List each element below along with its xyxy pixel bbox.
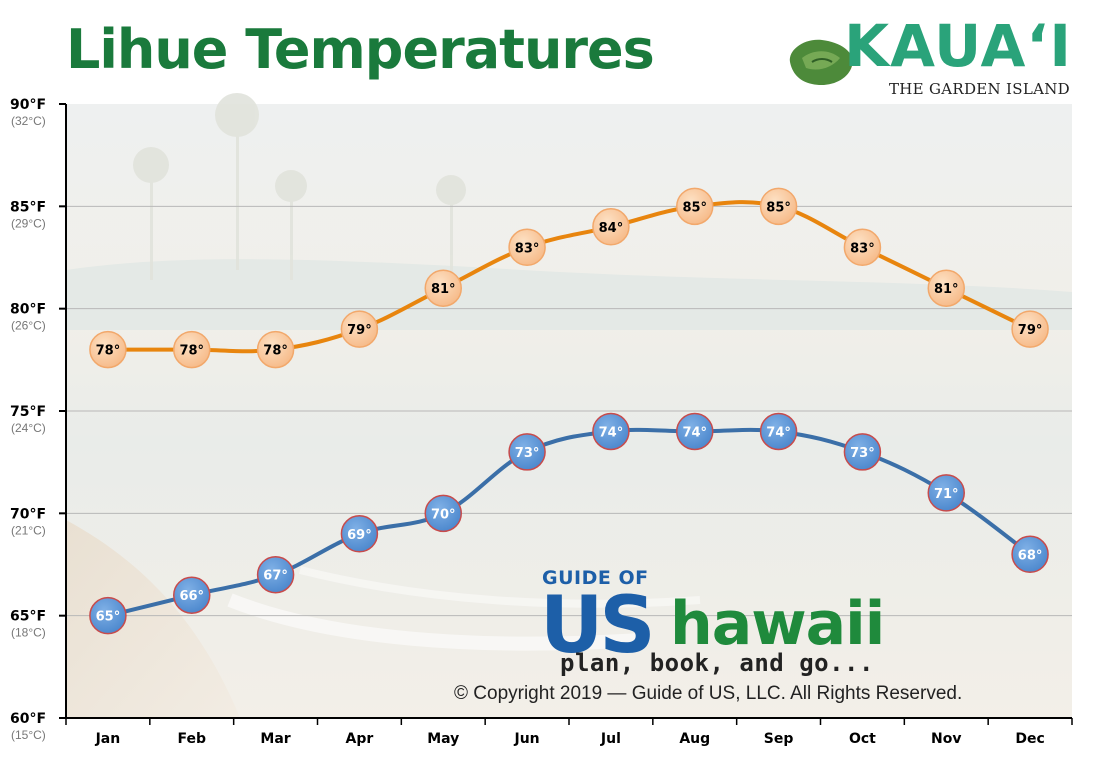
series-high: 78° 78° 78° 79° 81° 83° 84° 85° 85° 83° 81° 79° — [89, 187, 1049, 369]
series-layer: 78° 78° 78°79°81°83°84°85° 85°83°81°79°65°6… — [89, 187, 1049, 635]
x-tick-label: Jun — [514, 731, 540, 747]
data-label-high: 83° — [515, 241, 540, 256]
data-label-high: 81° — [934, 282, 959, 297]
data-label-high: 83° — [850, 241, 875, 256]
x-tick-label: Dec — [1015, 731, 1044, 747]
x-tick-label: Sep — [764, 731, 794, 747]
watermark-us-text: US — [540, 581, 655, 671]
x-tick-label: Feb — [177, 731, 206, 747]
data-point-low — [592, 412, 630, 451]
y-tick-sublabel: (24°C) — [11, 421, 46, 435]
y-tick-sublabel: (18°C) — [11, 626, 46, 640]
data-point-high — [424, 269, 462, 307]
data-label-high: 79° — [347, 323, 372, 338]
data-label-high: 78° — [263, 344, 288, 359]
data-label-high: 79° — [1018, 323, 1043, 338]
data-label-high: 85° — [682, 200, 707, 215]
y-tick-labels: 90°F(32°C) 85°F(29°C) 80°F(26°C) 75°F(24°C)… — [10, 97, 46, 742]
y-tick-sublabel: (32°C) — [11, 114, 46, 128]
data-point-low — [508, 433, 546, 471]
data-label-low: 66° — [179, 589, 204, 604]
data-point-low — [1011, 535, 1049, 574]
data-label-high: 81° — [431, 282, 456, 297]
x-tick-label: Nov — [931, 731, 961, 747]
x-tick-label: Aug — [679, 731, 710, 747]
data-point-low — [424, 494, 462, 533]
y-tick-label: 75°F — [10, 404, 46, 420]
x-tick-label: Jan — [95, 731, 121, 747]
data-point-low — [759, 412, 798, 451]
data-point-low — [843, 433, 882, 471]
y-tick-sublabel: (26°C) — [11, 319, 46, 333]
page-title: Lihue Temperatures — [66, 18, 655, 81]
y-tick-label: 85°F — [10, 199, 46, 215]
y-tick-sublabel: (21°C) — [11, 523, 46, 537]
data-label-high: 85° — [766, 200, 791, 215]
data-point-high — [927, 269, 965, 307]
x-tick-labels: Jan Feb Mar Apr May Jun Jul Aug Sep Oct Nov Dec — [95, 731, 1045, 747]
data-point-low — [173, 576, 211, 614]
data-label-low: 70° — [431, 507, 456, 522]
brand-tagline: THE GARDEN ISLAND — [888, 80, 1070, 98]
copyright-notice: © Copyright 2019 — Guide of US, LLC. All… — [454, 683, 963, 704]
data-point-high — [759, 187, 798, 226]
guide-of-us-watermark: GUIDE OF US hawaii plan, book, and go...… — [454, 567, 1010, 717]
x-tick-label: Jul — [600, 731, 621, 747]
data-point-high — [256, 330, 295, 369]
x-tick-label: May — [427, 731, 459, 747]
data-point-high — [676, 187, 714, 226]
data-label-high: 78° — [96, 344, 121, 359]
data-label-low: 74° — [766, 425, 791, 440]
data-label-low: 74° — [682, 425, 707, 440]
y-tick-label: 65°F — [10, 609, 46, 625]
data-point-high — [843, 228, 882, 267]
axes — [59, 103, 1073, 725]
x-tick-label: Oct — [849, 731, 876, 747]
data-point-low — [89, 596, 127, 635]
data-point-high — [340, 310, 379, 348]
data-label-low: 69° — [347, 528, 372, 543]
data-point-low — [340, 515, 379, 553]
data-point-high — [592, 208, 630, 246]
data-label-low: 74° — [599, 425, 624, 440]
series-low: 65° 66° 67° 69° 70° 73° 74° 74° 74° 73° 71° 68° — [89, 412, 1049, 635]
data-label-low: 65° — [96, 610, 121, 625]
data-label-low: 73° — [850, 446, 875, 461]
data-label-low: 68° — [1018, 548, 1043, 563]
data-label-low: 71° — [934, 487, 959, 502]
x-tick-label: Apr — [346, 731, 374, 747]
data-label-low: 73° — [515, 446, 540, 461]
island-map-icon — [789, 39, 853, 86]
watermark-top-text: GUIDE OF — [542, 567, 649, 589]
y-tick-sublabel: (15°C) — [11, 728, 46, 742]
data-point-high — [173, 330, 211, 369]
y-tick-label: 70°F — [10, 506, 46, 522]
data-point-high — [1011, 310, 1049, 348]
data-point-low — [927, 474, 965, 512]
brand-name: KAUAʻI — [844, 12, 1072, 80]
y-tick-label: 90°F — [10, 97, 46, 113]
data-label-high: 78° — [179, 344, 204, 359]
watermark-hawaii-text: hawaii — [670, 589, 885, 659]
y-tick-label: 60°F — [10, 711, 46, 727]
y-tick-sublabel: (29°C) — [11, 216, 46, 230]
y-tick-label: 80°F — [10, 302, 46, 318]
gridlines — [66, 205, 1072, 617]
watermark-slogan: plan, book, and go... — [560, 649, 874, 677]
data-point-high — [508, 228, 546, 267]
x-tick-label: Mar — [260, 731, 290, 747]
data-label-low: 67° — [263, 569, 288, 584]
data-label-high: 84° — [599, 221, 624, 236]
data-point-low — [676, 412, 714, 451]
data-point-low — [256, 555, 295, 594]
kauai-brand-logo: KAUAʻI THE GARDEN ISLAND — [782, 12, 1072, 100]
data-point-high — [89, 330, 127, 369]
